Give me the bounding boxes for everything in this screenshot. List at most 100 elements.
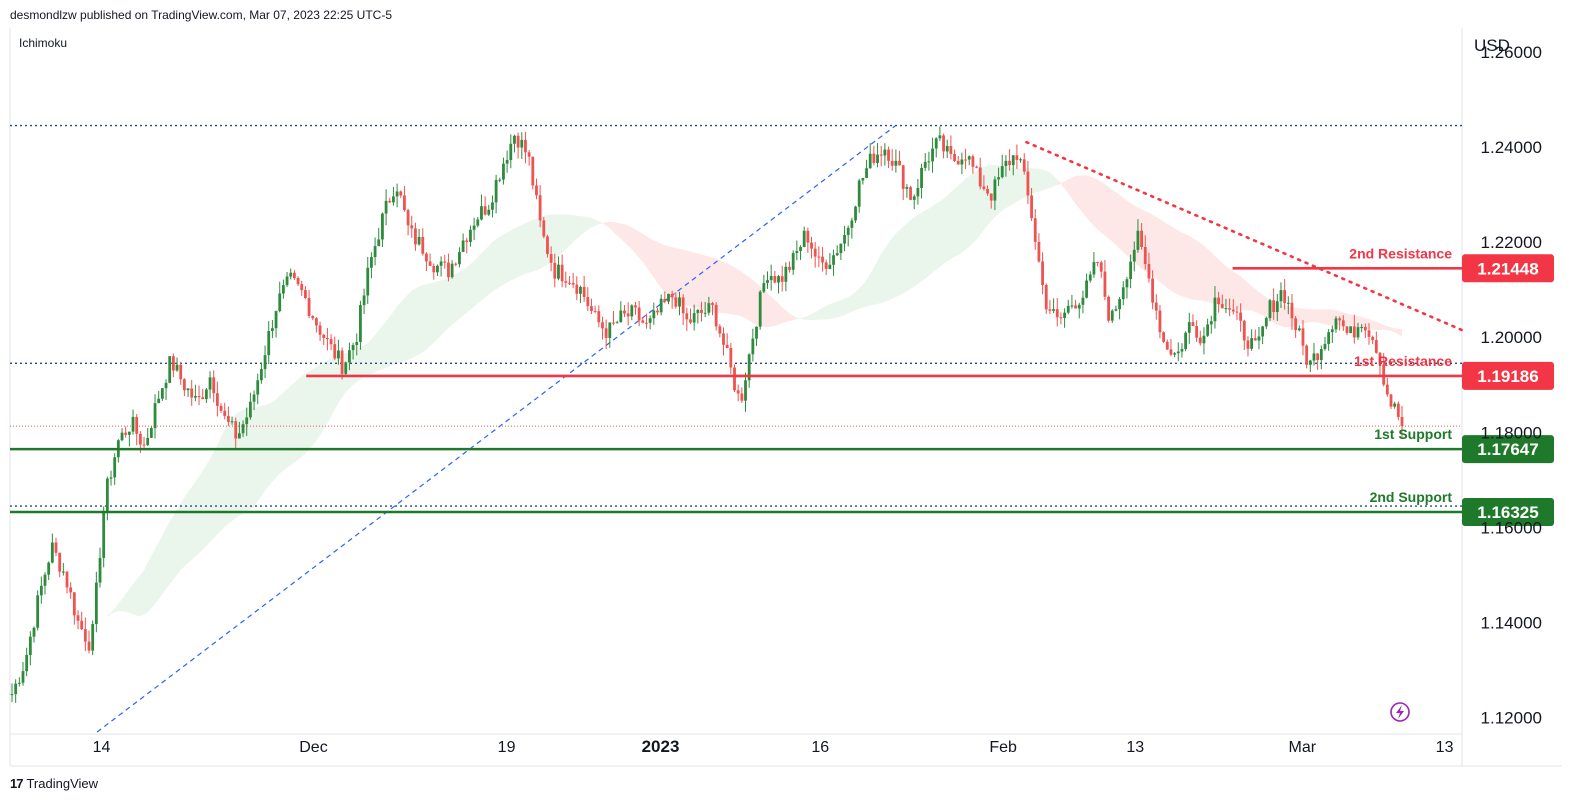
- candle-down: [700, 309, 703, 313]
- candle-down: [1026, 171, 1030, 196]
- candle-up: [857, 180, 861, 207]
- candle-down: [780, 276, 784, 282]
- candle-down: [428, 261, 432, 266]
- candle-down: [76, 615, 80, 621]
- candle-up: [241, 424, 245, 434]
- candle-down: [571, 282, 575, 285]
- candle-up: [678, 297, 681, 307]
- candle-down: [663, 298, 667, 302]
- 1st-support-price-value: 1.17647: [1477, 440, 1538, 459]
- candle-up: [1349, 326, 1353, 333]
- descending-trendline: [1025, 140, 1464, 332]
- candle-up: [931, 148, 934, 162]
- candle-up: [557, 264, 560, 279]
- candle-up: [1092, 262, 1096, 275]
- candle-down: [872, 153, 876, 163]
- y-tick-label: 1.20000: [1481, 328, 1542, 347]
- candle-down: [1220, 304, 1224, 309]
- candle-up: [1202, 335, 1206, 344]
- candle-down: [1041, 261, 1044, 285]
- candle-up: [1132, 249, 1136, 262]
- candle-down: [1037, 241, 1041, 262]
- candle-down: [1294, 318, 1298, 331]
- candle-up: [839, 243, 843, 254]
- candle-down: [1316, 353, 1320, 361]
- flash-icon[interactable]: [1390, 702, 1410, 722]
- candle-down: [447, 262, 450, 278]
- candle-down: [1396, 403, 1400, 417]
- candle-up: [157, 398, 161, 404]
- candle-down: [560, 264, 564, 282]
- candle-up: [799, 246, 802, 251]
- candle-up: [916, 187, 920, 197]
- candle-up: [1286, 302, 1290, 304]
- candle-up: [945, 145, 949, 152]
- candle-up: [1085, 280, 1088, 298]
- candle-up: [502, 163, 505, 180]
- candle-up: [509, 143, 513, 161]
- candle-down: [564, 281, 568, 283]
- candle-down: [124, 432, 128, 435]
- candle-down: [773, 276, 777, 283]
- candle-down: [296, 277, 300, 285]
- candle-up: [1129, 261, 1133, 280]
- candle-up: [934, 138, 938, 149]
- candle-up: [696, 309, 700, 314]
- candle-up: [127, 431, 131, 435]
- candle-up: [392, 196, 395, 203]
- candle-down: [982, 186, 986, 189]
- candle-down: [1363, 327, 1367, 331]
- candle-up: [1330, 329, 1334, 333]
- x-tick-label: Dec: [299, 739, 327, 756]
- candle-up: [439, 261, 443, 266]
- candle-down: [223, 410, 227, 416]
- candle-down: [989, 193, 993, 201]
- candle-down: [1305, 345, 1309, 365]
- candle-up: [1019, 159, 1022, 161]
- candle-down: [414, 228, 417, 245]
- footer-brand[interactable]: 17 TradingView: [10, 776, 98, 791]
- candle-down: [1389, 394, 1393, 407]
- candle-down: [645, 322, 648, 324]
- candle-up: [384, 200, 388, 214]
- indicator-label[interactable]: Ichimoku: [19, 36, 68, 50]
- candle-up: [912, 196, 916, 200]
- candle-up: [267, 331, 271, 356]
- candle-up: [337, 350, 340, 359]
- candle-down: [329, 339, 333, 345]
- footer-brand-name: TradingView: [26, 776, 99, 791]
- candle-down: [942, 135, 945, 152]
- candle-down: [711, 303, 714, 305]
- candle-up: [381, 213, 384, 240]
- candle-up: [843, 234, 846, 244]
- candle-up: [1066, 305, 1070, 313]
- candle-up: [1121, 287, 1125, 300]
- candle-down: [1165, 341, 1169, 350]
- 2nd-resistance-price-badge: [1462, 254, 1554, 283]
- candle-down: [1154, 302, 1158, 311]
- candle-up: [1275, 301, 1279, 313]
- candle-up: [938, 135, 942, 139]
- candle-down: [1191, 322, 1195, 327]
- candle-down: [901, 165, 905, 189]
- candle-up: [208, 377, 212, 390]
- candle-up: [153, 403, 157, 429]
- candle-up: [252, 394, 256, 402]
- candle-down: [1301, 328, 1305, 346]
- candle-up: [744, 380, 747, 401]
- candle-down: [890, 160, 894, 166]
- candle-up: [520, 139, 524, 148]
- candle-up: [1257, 336, 1261, 341]
- candle-down: [322, 334, 326, 338]
- ascending-trendline: [96, 125, 897, 733]
- y-tick-label: 1.16000: [1481, 518, 1542, 537]
- currency-label: USD: [1474, 36, 1510, 55]
- candle-down: [315, 318, 318, 326]
- candle-up: [1334, 318, 1338, 330]
- candle-down: [582, 286, 586, 298]
- cloud-bearish: [1057, 175, 1402, 337]
- candle-down: [1198, 337, 1202, 344]
- candle-up: [28, 636, 32, 656]
- candle-up: [164, 382, 168, 389]
